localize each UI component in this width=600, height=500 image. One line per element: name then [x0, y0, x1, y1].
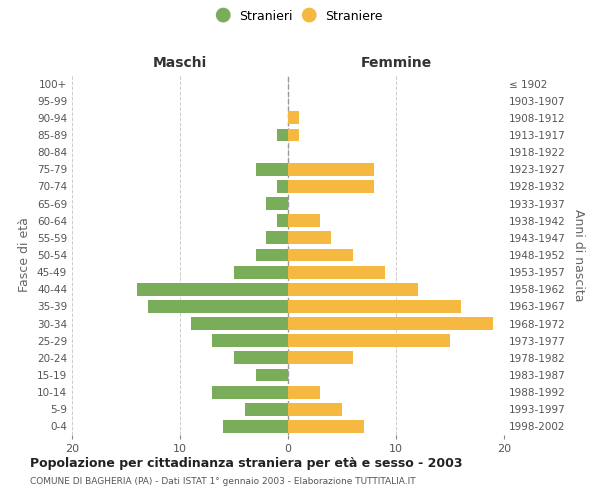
Bar: [277, 180, 288, 193]
Text: COMUNE DI BAGHERIA (PA) - Dati ISTAT 1° gennaio 2003 - Elaborazione TUTTITALIA.I: COMUNE DI BAGHERIA (PA) - Dati ISTAT 1° …: [30, 478, 416, 486]
Bar: [234, 266, 288, 278]
Bar: [288, 334, 450, 347]
Bar: [288, 420, 364, 433]
Bar: [288, 232, 331, 244]
Bar: [256, 248, 288, 262]
Bar: [137, 283, 288, 296]
Bar: [288, 248, 353, 262]
Bar: [288, 180, 374, 193]
Bar: [288, 317, 493, 330]
Bar: [277, 128, 288, 141]
Text: Popolazione per cittadinanza straniera per età e sesso - 2003: Popolazione per cittadinanza straniera p…: [30, 458, 463, 470]
Bar: [148, 300, 288, 313]
Bar: [288, 386, 320, 398]
Bar: [288, 163, 374, 175]
Bar: [212, 386, 288, 398]
Bar: [277, 214, 288, 227]
Bar: [266, 232, 288, 244]
Bar: [288, 128, 299, 141]
Y-axis label: Anni di nascita: Anni di nascita: [572, 209, 585, 301]
Bar: [288, 214, 320, 227]
Bar: [288, 283, 418, 296]
Text: Femmine: Femmine: [361, 56, 431, 70]
Bar: [288, 112, 299, 124]
Bar: [288, 403, 342, 415]
Text: Maschi: Maschi: [153, 56, 207, 70]
Bar: [288, 352, 353, 364]
Bar: [288, 266, 385, 278]
Bar: [266, 197, 288, 210]
Bar: [256, 163, 288, 175]
Bar: [223, 420, 288, 433]
Bar: [245, 403, 288, 415]
Y-axis label: Fasce di età: Fasce di età: [19, 218, 31, 292]
Bar: [191, 317, 288, 330]
Bar: [288, 300, 461, 313]
Bar: [256, 368, 288, 382]
Bar: [212, 334, 288, 347]
Bar: [234, 352, 288, 364]
Legend: Stranieri, Straniere: Stranieri, Straniere: [213, 6, 387, 26]
